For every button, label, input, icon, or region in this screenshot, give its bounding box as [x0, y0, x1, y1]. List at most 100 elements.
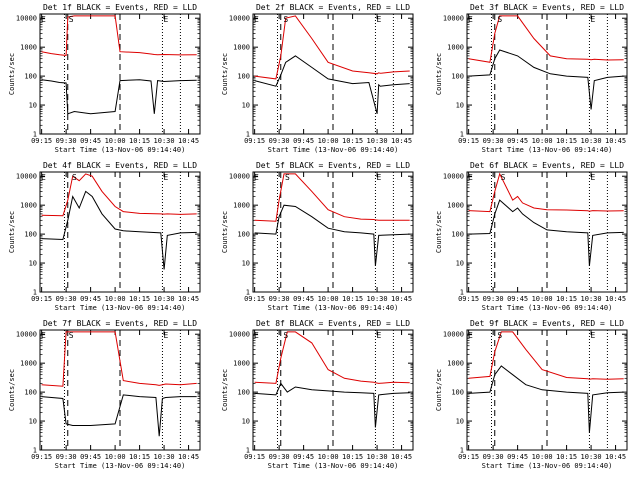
x-tick-label: 09:45	[293, 453, 314, 461]
marker-s: S	[283, 15, 288, 24]
y-tick-label: 1000	[233, 44, 250, 52]
x-tick-label: 09:30	[483, 137, 504, 145]
events-series-line	[41, 394, 197, 437]
x-tick-label: 10:00	[105, 295, 126, 303]
marker-e: E	[468, 173, 473, 182]
y-axis-label: Counts/sec	[435, 211, 443, 253]
x-tick-label: 09:30	[269, 137, 290, 145]
marker-s: S	[285, 173, 290, 182]
chart-title: Det 1f BLACK = Events, RED = LLD	[43, 3, 197, 12]
x-tick-label: 09:15	[458, 453, 479, 461]
y-tick-label: 100	[237, 231, 250, 239]
chart-panel: Det 7f BLACK = Events, RED = LLD 1 10 100 10…	[8, 319, 201, 470]
marker-e: E	[254, 173, 259, 182]
x-axis-label: Start Time (13-Nov-06 09:14:40)	[482, 146, 613, 154]
marker-s: S	[497, 15, 502, 24]
marker-e: E	[468, 15, 473, 24]
x-tick-label: 10:15	[129, 295, 150, 303]
y-tick-label: 10	[29, 260, 37, 268]
x-tick-label: 09:15	[244, 295, 265, 303]
y-tick-label: 1000	[20, 44, 37, 52]
y-tick-label: 1	[460, 447, 464, 455]
y-tick-label: 100	[451, 73, 464, 81]
x-tick-label: 10:00	[532, 295, 553, 303]
y-tick-label: 100	[24, 389, 37, 397]
x-tick-label: 10:30	[154, 295, 175, 303]
y-tick-label: 1	[460, 131, 464, 139]
marker-e: E	[41, 15, 46, 24]
chart-title: Det 5f BLACK = Events, RED = LLD	[256, 161, 410, 170]
y-tick-label: 10000	[229, 173, 250, 181]
y-axis-label: Counts/sec	[8, 369, 16, 411]
y-tick-label: 100	[451, 231, 464, 239]
x-tick-label: 10:00	[318, 453, 339, 461]
chart-panel: Det 1f BLACK = Events, RED = LLD 1 10 100 10…	[8, 3, 201, 154]
x-tick-label: 09:45	[507, 453, 528, 461]
marker-s: S	[69, 331, 74, 340]
y-tick-label: 10000	[16, 331, 37, 339]
x-tick-label: 10:00	[105, 453, 126, 461]
chart-panel: Det 8f BLACK = Events, RED = LLD 1 10 100 10…	[221, 319, 414, 470]
y-axis-label: Counts/sec	[435, 53, 443, 95]
y-axis-label: Counts/sec	[221, 369, 229, 411]
x-tick-label: 09:15	[31, 295, 52, 303]
y-tick-label: 10000	[16, 15, 37, 23]
y-axis-label: Counts/sec	[8, 211, 16, 253]
chart-title: Det 2f BLACK = Events, RED = LLD	[256, 3, 410, 12]
x-tick-label: 09:15	[458, 137, 479, 145]
x-tick-label: 10:45	[178, 137, 199, 145]
chart-panel: Det 3f BLACK = Events, RED = LLD 1 10 100 10…	[435, 3, 628, 154]
x-tick-label: 09:15	[31, 137, 52, 145]
marker-s: S	[501, 173, 506, 182]
x-tick-label: 09:15	[458, 295, 479, 303]
x-tick-label: 10:45	[391, 137, 412, 145]
y-tick-label: 1000	[20, 360, 37, 368]
x-axis-label: Start Time (13-Nov-06 09:14:40)	[268, 462, 399, 470]
lld-series-line	[468, 172, 624, 213]
y-tick-label: 100	[237, 389, 250, 397]
y-tick-label: 10	[242, 418, 250, 426]
y-tick-label: 1	[33, 447, 37, 455]
marker-e: E	[376, 15, 381, 24]
marker-s: S	[283, 331, 288, 340]
x-tick-label: 10:45	[605, 137, 626, 145]
x-tick-label: 09:45	[80, 453, 101, 461]
events-series-line	[41, 190, 197, 270]
events-series-line	[254, 204, 410, 266]
y-tick-label: 1	[246, 131, 250, 139]
chart-panel: Det 5f BLACK = Events, RED = LLD 1 10 100 10…	[221, 161, 414, 312]
x-tick-label: 10:45	[178, 453, 199, 461]
y-tick-label: 1	[33, 289, 37, 297]
x-tick-label: 09:45	[507, 137, 528, 145]
x-tick-label: 10:30	[581, 137, 602, 145]
x-tick-label: 10:15	[129, 453, 150, 461]
chart-panel: Det 4f BLACK = Events, RED = LLD 1 10 100 10…	[8, 161, 201, 312]
events-series-line	[468, 199, 624, 266]
marker-e: E	[41, 173, 46, 182]
x-tick-label: 09:30	[483, 295, 504, 303]
events-series-line	[254, 55, 410, 114]
x-tick-label: 10:00	[532, 137, 553, 145]
x-tick-label: 10:45	[605, 453, 626, 461]
y-tick-label: 1000	[233, 202, 250, 210]
y-tick-label: 10	[29, 418, 37, 426]
x-tick-label: 10:00	[532, 453, 553, 461]
y-tick-label: 1000	[447, 44, 464, 52]
y-tick-label: 10000	[229, 331, 250, 339]
events-series-line	[41, 79, 197, 115]
x-tick-label: 10:30	[154, 453, 175, 461]
y-tick-label: 10	[456, 418, 464, 426]
lld-series-line	[41, 15, 197, 56]
lld-series-line	[41, 173, 197, 217]
x-tick-label: 10:30	[367, 295, 388, 303]
x-tick-label: 09:30	[483, 453, 504, 461]
y-axis-label: Counts/sec	[221, 211, 229, 253]
x-tick-label: 09:30	[56, 137, 77, 145]
x-tick-label: 09:30	[269, 295, 290, 303]
x-tick-label: 10:45	[391, 453, 412, 461]
x-tick-label: 09:45	[293, 295, 314, 303]
y-tick-label: 100	[24, 73, 37, 81]
x-tick-label: 10:15	[556, 137, 577, 145]
marker-e: E	[376, 173, 381, 182]
x-axis-label: Start Time (13-Nov-06 09:14:40)	[482, 304, 613, 312]
